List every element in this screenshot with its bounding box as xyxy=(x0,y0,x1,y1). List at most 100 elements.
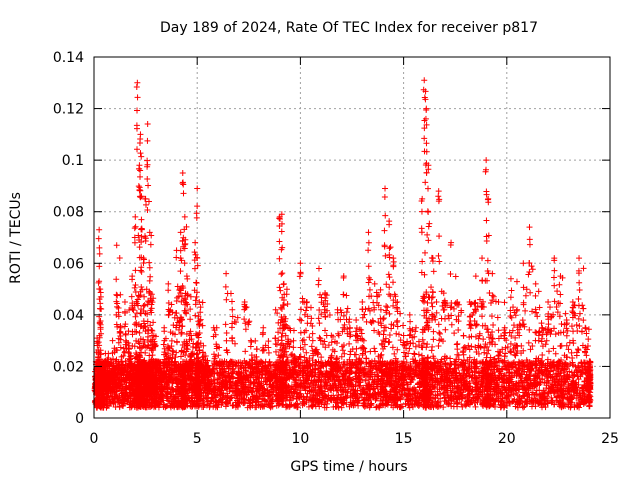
data-point xyxy=(154,361,161,368)
data-point xyxy=(315,281,322,288)
data-point xyxy=(132,282,139,289)
data-point xyxy=(138,193,145,200)
data-point xyxy=(142,195,149,202)
data-point xyxy=(297,260,304,267)
data-point xyxy=(133,328,140,335)
data-point xyxy=(199,322,206,329)
data-point xyxy=(129,331,136,338)
data-point xyxy=(97,318,104,325)
data-point xyxy=(137,187,144,194)
data-point xyxy=(341,321,348,328)
data-point xyxy=(121,310,128,317)
data-point xyxy=(278,228,285,235)
data-point xyxy=(144,176,151,183)
data-point xyxy=(146,264,153,271)
data-point xyxy=(193,214,200,221)
data-point xyxy=(344,305,351,312)
data-point xyxy=(145,198,152,205)
data-point xyxy=(134,146,141,153)
data-point xyxy=(153,358,160,365)
data-point xyxy=(144,161,151,168)
data-point xyxy=(131,234,138,241)
data-point xyxy=(307,304,314,311)
data-point xyxy=(135,302,142,309)
data-point xyxy=(128,293,135,300)
data-point xyxy=(160,341,167,348)
data-point xyxy=(148,347,155,354)
data-point xyxy=(165,280,172,287)
data-point xyxy=(134,79,141,86)
data-point xyxy=(161,372,168,379)
data-point xyxy=(381,227,388,234)
data-point xyxy=(279,270,286,277)
data-point xyxy=(126,369,133,376)
data-point xyxy=(122,389,129,396)
data-point xyxy=(132,213,139,220)
data-point xyxy=(102,358,109,365)
data-point xyxy=(150,319,157,326)
data-point xyxy=(366,286,373,293)
data-point xyxy=(309,330,316,337)
data-point xyxy=(123,362,130,369)
data-point xyxy=(224,290,231,297)
data-point xyxy=(382,185,389,192)
data-point xyxy=(318,354,325,361)
data-point xyxy=(280,280,287,287)
data-point xyxy=(306,334,313,341)
data-point xyxy=(135,232,142,239)
data-point xyxy=(95,235,102,242)
data-point xyxy=(228,324,235,331)
data-point xyxy=(135,183,142,190)
data-point xyxy=(123,339,130,346)
data-point xyxy=(141,302,148,309)
data-point xyxy=(148,327,155,334)
data-point xyxy=(223,270,230,277)
data-point xyxy=(168,337,175,344)
data-point xyxy=(315,315,322,322)
y-axis-label: ROTI / TECUs xyxy=(8,192,24,284)
data-point xyxy=(365,263,372,270)
data-point xyxy=(117,378,124,385)
data-point xyxy=(184,275,191,282)
data-point xyxy=(177,268,184,275)
data-point xyxy=(373,403,380,410)
data-point xyxy=(152,343,159,350)
data-point xyxy=(386,221,393,228)
chart-title: Day 189 of 2024, Rate Of TEC Index for r… xyxy=(160,20,538,36)
data-point xyxy=(134,296,141,303)
data-point xyxy=(316,334,323,341)
data-point xyxy=(96,250,103,257)
data-point xyxy=(155,404,162,411)
data-point xyxy=(165,397,172,404)
data-point xyxy=(133,83,140,90)
data-point xyxy=(109,376,116,383)
data-point xyxy=(145,330,152,337)
data-point xyxy=(138,233,145,240)
data-point xyxy=(117,336,124,343)
data-point xyxy=(137,135,144,142)
data-point xyxy=(152,333,159,340)
data-point xyxy=(382,252,389,259)
data-point xyxy=(116,329,123,336)
data-point xyxy=(137,173,144,180)
data-point xyxy=(115,304,122,311)
data-point xyxy=(172,310,179,317)
data-point xyxy=(298,306,305,313)
data-point xyxy=(95,279,102,286)
data-point xyxy=(343,292,350,299)
data-point xyxy=(371,280,378,287)
data-point xyxy=(147,322,154,329)
data-point xyxy=(165,350,172,357)
data-point xyxy=(140,259,147,266)
data-point xyxy=(340,291,347,298)
data-point xyxy=(114,347,121,354)
data-point xyxy=(96,278,103,285)
data-point xyxy=(339,347,346,354)
data-point xyxy=(382,212,389,219)
data-point xyxy=(129,304,136,311)
data-point xyxy=(94,340,101,347)
data-point xyxy=(109,337,116,344)
data-point xyxy=(179,180,186,187)
data-point xyxy=(272,306,279,313)
data-point xyxy=(297,344,304,351)
